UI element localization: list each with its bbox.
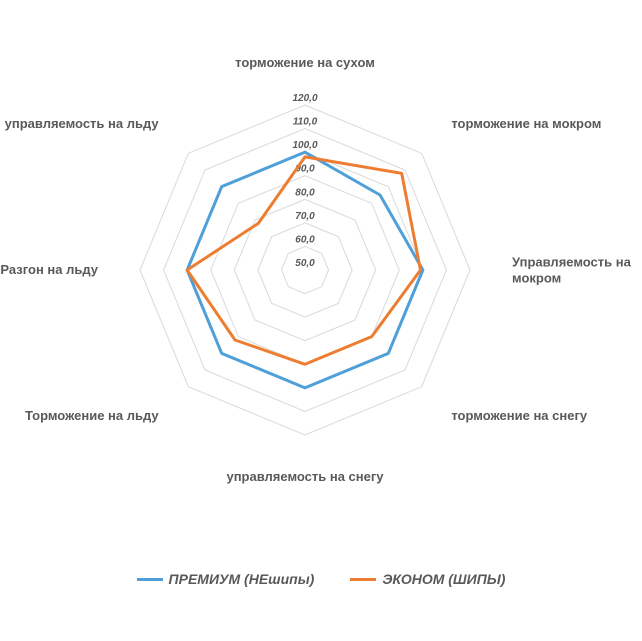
radar-chart: 50,060,070,080,090,0100,0110,0120,0 торм…	[0, 0, 642, 641]
axis-label: Управляемость на мокром	[512, 254, 642, 285]
axis-label: торможение на мокром	[451, 116, 611, 132]
axis-label: торможение на снегу	[451, 409, 611, 425]
svg-text:70,0: 70,0	[295, 211, 315, 222]
svg-text:100,0: 100,0	[292, 140, 317, 151]
legend-item: ЭКОНОМ (ШИПЫ)	[350, 571, 505, 587]
legend-swatch	[350, 578, 376, 581]
legend-swatch	[137, 578, 163, 581]
legend-label: ЭКОНОМ (ШИПЫ)	[382, 571, 505, 587]
axis-label: Торможение на льду	[0, 409, 159, 425]
svg-text:120,0: 120,0	[292, 93, 317, 104]
svg-text:50,0: 50,0	[295, 258, 315, 269]
svg-text:60,0: 60,0	[295, 234, 315, 245]
axis-label: торможение на сухом	[225, 55, 385, 71]
legend-item: ПРЕМИУМ (НЕшипы)	[137, 571, 315, 587]
axis-label: Разгон на льду	[0, 262, 98, 278]
axis-label: управляемость на льду	[0, 116, 159, 132]
svg-text:80,0: 80,0	[295, 187, 315, 198]
legend: ПРЕМИУМ (НЕшипы) ЭКОНОМ (ШИПЫ)	[0, 571, 642, 587]
legend-label: ПРЕМИУМ (НЕшипы)	[169, 571, 315, 587]
axis-label: управляемость на снегу	[225, 469, 385, 485]
svg-text:110,0: 110,0	[293, 117, 318, 128]
